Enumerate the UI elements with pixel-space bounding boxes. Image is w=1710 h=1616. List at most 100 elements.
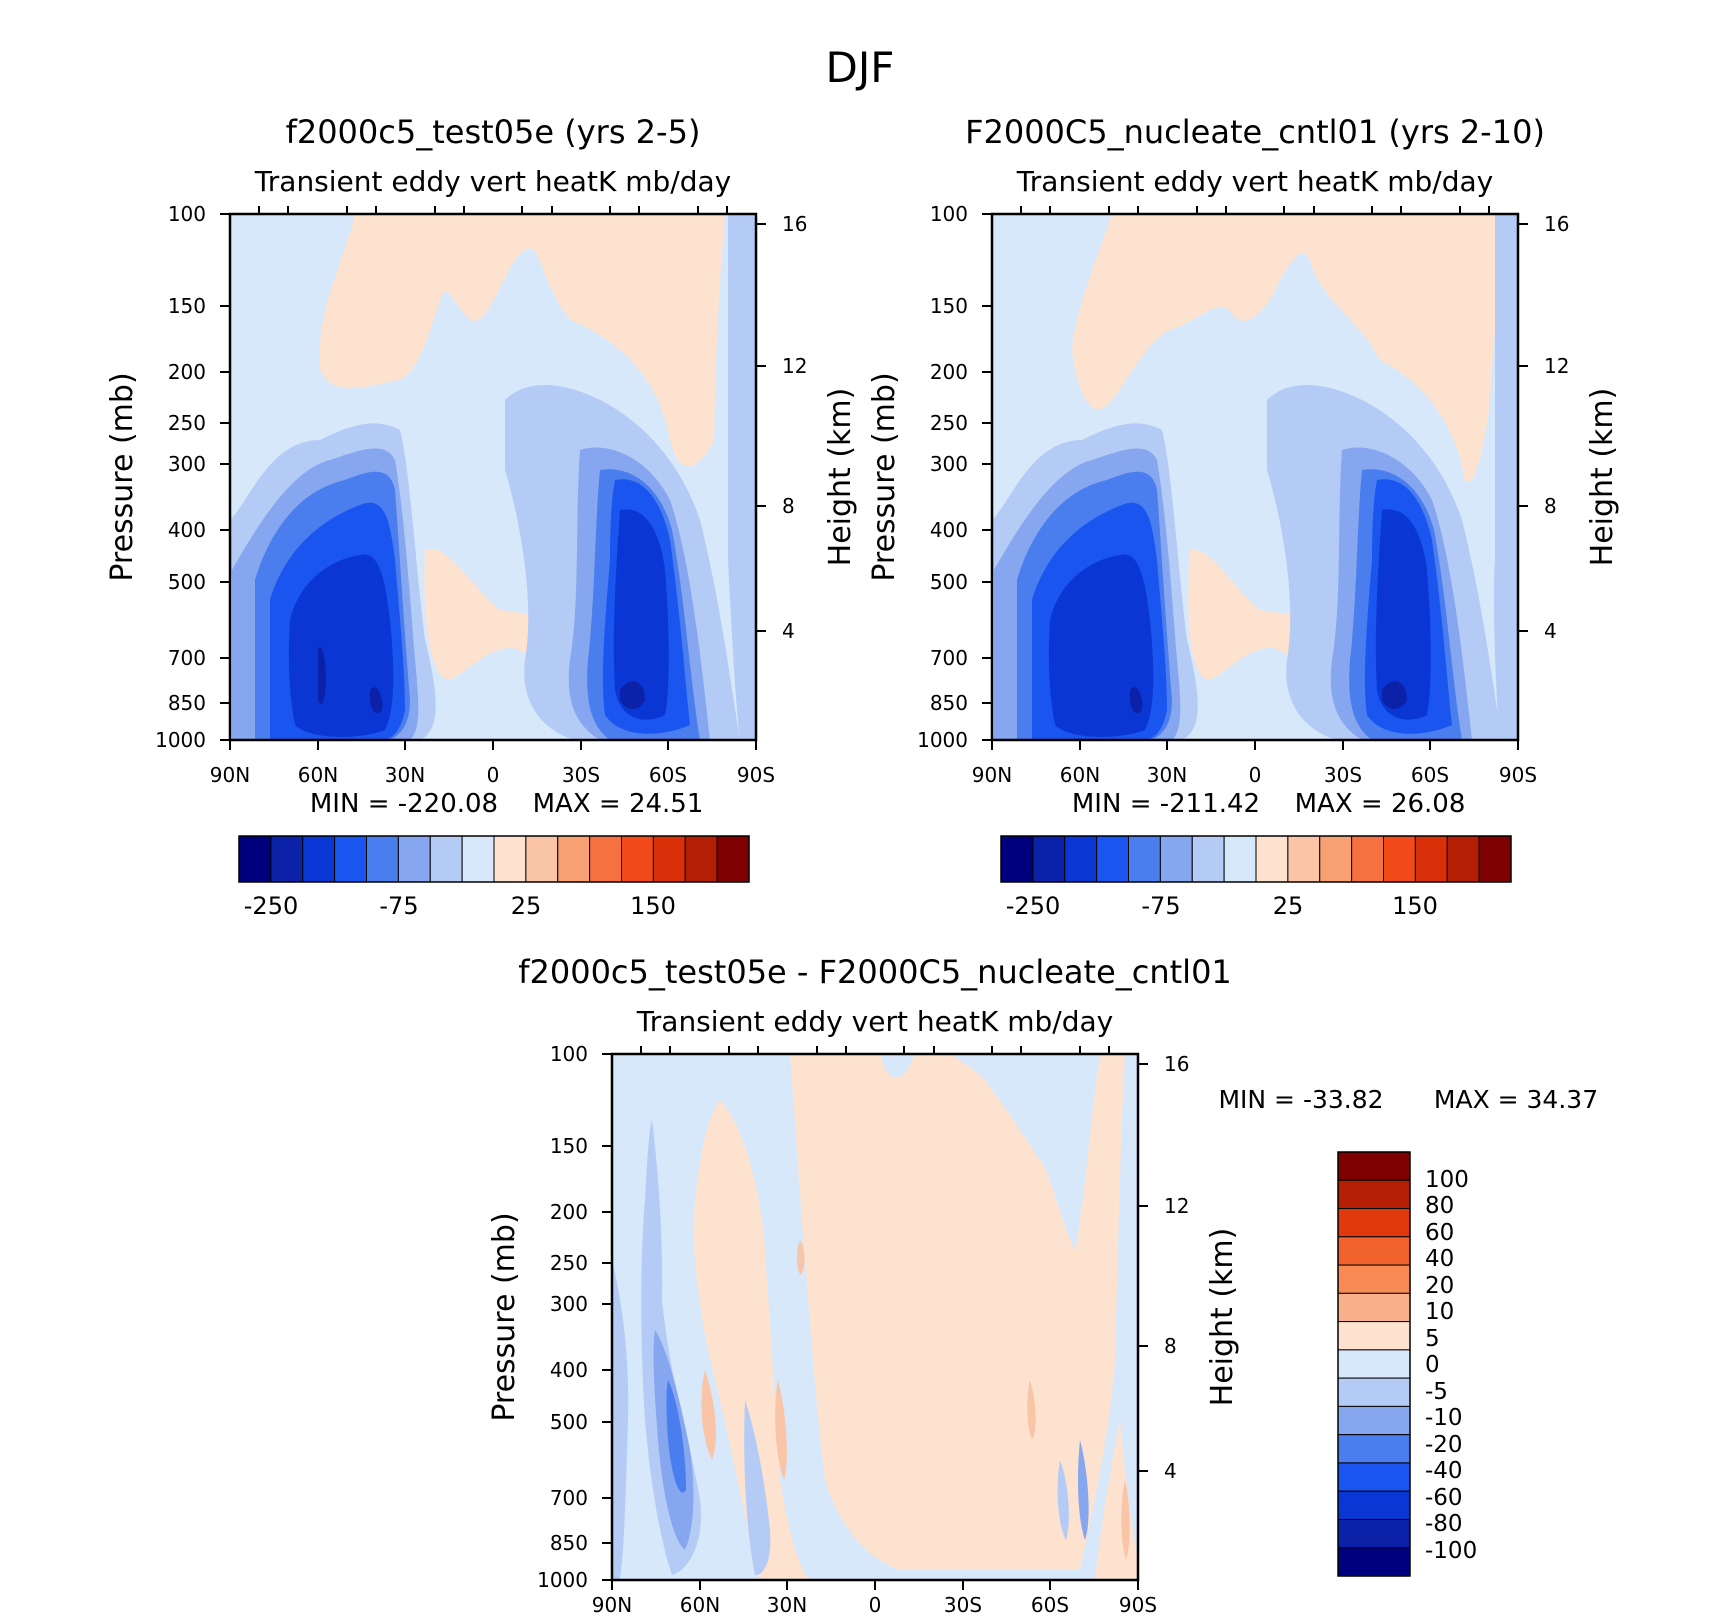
colorbar-swatch (1351, 835, 1384, 883)
y-axis-right-label: Height (km) (1205, 1228, 1240, 1407)
colorbar-swatch (493, 835, 527, 883)
y-tick-label: 700 (168, 646, 206, 670)
y-tick-label: 500 (168, 570, 206, 594)
colorbar-swatch (397, 835, 431, 883)
colorbar-label: -100 (1425, 1538, 1477, 1564)
colorbar-swatch (1159, 835, 1193, 883)
contour-field (230, 214, 756, 740)
max-readout: MAX = 24.51 (533, 789, 704, 819)
y-tick-labels: 100 150 200 250 300 400 500 700 850 1000 (537, 1042, 588, 1592)
y-axis-right-label: Height (km) (823, 388, 858, 567)
y-right-tick-label: 16 (782, 212, 807, 236)
y-right-tick-labels: 16 12 8 4 (1544, 212, 1569, 643)
colorbar-label: -75 (1141, 892, 1180, 920)
colorbar-swatch (1414, 835, 1448, 883)
x-tick-label: 30N (1147, 763, 1187, 787)
y-tick-label: 700 (550, 1486, 588, 1510)
colorbar (1000, 835, 1512, 883)
y-axis-label: Pressure (mb) (867, 372, 902, 581)
colorbar-label: -250 (1006, 892, 1060, 920)
colorbar-swatch (1337, 1462, 1411, 1492)
colorbar-swatch (1337, 1151, 1411, 1181)
colorbar-label: 25 (1273, 892, 1304, 920)
y-tick-label: 200 (168, 360, 206, 384)
x-tick-label: 60N (680, 1593, 720, 1616)
y-right-tick-labels: 16 12 8 4 (1164, 1052, 1189, 1483)
x-tick-label: 60S (649, 763, 687, 787)
panel-difference: f2000c5_test05e - F2000C5_nucleate_cntl0… (487, 953, 1598, 1616)
colorbar-swatch (1337, 1292, 1411, 1323)
y-right-tick-label: 8 (1164, 1334, 1177, 1358)
y-tick-label: 150 (930, 294, 968, 318)
colorbar-label: -10 (1425, 1405, 1463, 1431)
colorbar-label: 80 (1425, 1193, 1454, 1219)
x-tick-label: 60N (1060, 763, 1100, 787)
colorbar-swatch (1337, 1434, 1411, 1464)
colorbar-swatch (1446, 835, 1480, 883)
x-tick-labels: 90N 60N 30N 0 30S 60S 90S (972, 763, 1537, 787)
y-right-tick-labels: 16 12 8 4 (782, 212, 807, 643)
y-tick-label: 100 (168, 202, 206, 226)
colorbar-label: 40 (1425, 1246, 1454, 1272)
colorbar-swatch (1032, 835, 1066, 883)
colorbar-swatch (334, 835, 367, 883)
y-tick-label: 100 (550, 1042, 588, 1066)
colorbar-label: 5 (1425, 1326, 1440, 1352)
y-tick-label: 250 (930, 411, 968, 435)
colorbar-swatch (525, 835, 559, 883)
colorbar (1337, 1151, 1411, 1577)
colorbar (238, 835, 750, 883)
panel-subtitle: Transient eddy vert heatK mb/day (1016, 165, 1493, 198)
colorbar-swatch (1128, 835, 1161, 883)
min-readout: MIN = -211.42 (1072, 789, 1260, 819)
colorbar-swatch (684, 835, 718, 883)
min-readout: MIN = -220.08 (310, 789, 498, 819)
y-axis-label: Pressure (mb) (487, 1212, 522, 1421)
contour-field (612, 1054, 1138, 1580)
panel-title: f2000c5_test05e (yrs 2-5) (286, 113, 701, 151)
colorbar-swatch (1319, 835, 1353, 883)
y-tick-label: 200 (930, 360, 968, 384)
x-tick-label: 90S (1499, 763, 1537, 787)
y-tick-label: 300 (550, 1292, 588, 1316)
colorbar-swatch (1337, 1179, 1411, 1210)
panel-title: F2000C5_nucleate_cntl01 (yrs 2-10) (965, 113, 1545, 151)
panel-test05e: f2000c5_test05e (yrs 2-5) Transient eddy… (105, 113, 858, 920)
colorbar-swatch (1337, 1264, 1411, 1294)
colorbar-swatch (270, 835, 304, 883)
y-tick-label: 700 (930, 646, 968, 670)
y-tick-label: 1000 (155, 728, 206, 752)
y-right-tick-label: 4 (1544, 619, 1557, 643)
x-tick-label: 90N (972, 763, 1012, 787)
colorbar-label: 20 (1425, 1273, 1454, 1299)
y-tick-labels: 100 150 200 250 300 400 500 700 850 1000 (155, 202, 206, 752)
y-right-tick-label: 12 (1544, 354, 1569, 378)
y-tick-label: 300 (168, 452, 206, 476)
y-tick-labels: 100 150 200 250 300 400 500 700 850 1000 (917, 202, 968, 752)
colorbar-label: 0 (1425, 1352, 1440, 1378)
y-tick-label: 850 (550, 1531, 588, 1555)
panel-subtitle: Transient eddy vert heatK mb/day (636, 1005, 1113, 1038)
colorbar-swatch (366, 835, 399, 883)
y-tick-label: 400 (168, 518, 206, 542)
colorbar-label: -5 (1425, 1379, 1448, 1405)
colorbar-swatch (1478, 835, 1512, 883)
colorbar-swatch (429, 835, 463, 883)
x-tick-label: 90S (1119, 1593, 1157, 1616)
colorbar-swatch (1337, 1547, 1411, 1577)
colorbar-swatch (1287, 835, 1321, 883)
colorbar-swatch (1096, 835, 1129, 883)
colorbar-label: -250 (244, 892, 298, 920)
y-tick-label: 850 (168, 691, 206, 715)
y-right-tick-label: 12 (782, 354, 807, 378)
panel-cntl01: F2000C5_nucleate_cntl01 (yrs 2-10) Trans… (867, 113, 1620, 920)
x-tick-labels: 90N 60N 30N 0 30S 60S 90S (592, 1593, 1157, 1616)
colorbar-swatch (1337, 1518, 1411, 1549)
colorbar-swatch (238, 835, 272, 883)
y-tick-label: 100 (930, 202, 968, 226)
colorbar-swatch (557, 835, 591, 883)
colorbar-labels: -250 -75 25 150 (1006, 892, 1438, 920)
x-tick-label: 30N (767, 1593, 807, 1616)
x-tick-label: 0 (1249, 763, 1262, 787)
